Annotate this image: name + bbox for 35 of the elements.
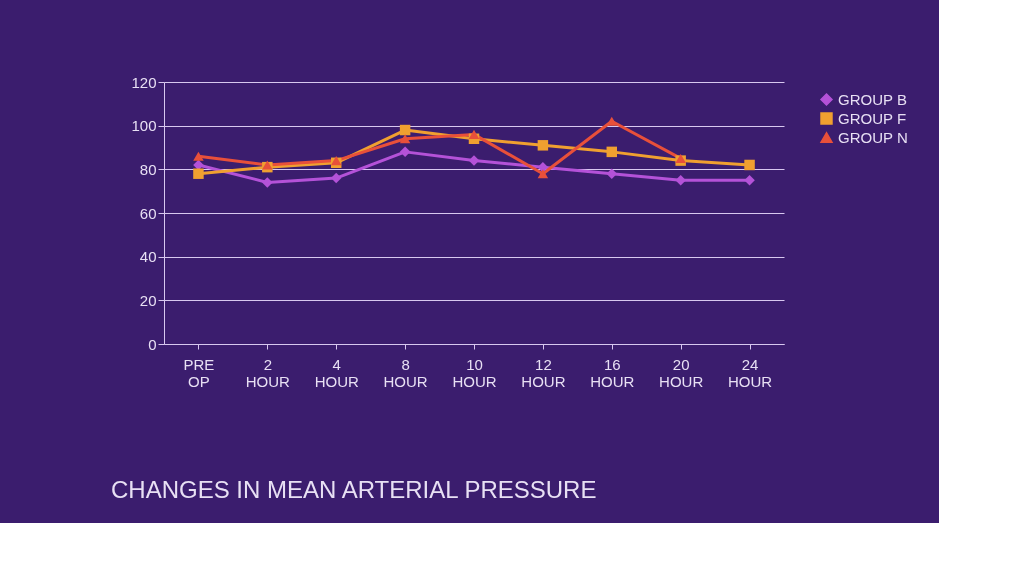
- x-tick-label: 12 HOUR: [521, 355, 566, 390]
- point: [468, 129, 480, 139]
- point: [399, 124, 411, 136]
- point: [537, 161, 549, 173]
- y-tick-label: 120: [131, 73, 157, 91]
- legend-label: GROUP N: [838, 128, 908, 146]
- y-tick-label: 20: [139, 291, 157, 309]
- x-tick-label: 20 HOUR: [659, 355, 704, 390]
- y-tick-label: 80: [139, 160, 157, 178]
- point: [744, 159, 755, 171]
- x-tick-label: 8 HOUR: [383, 355, 428, 390]
- point: [606, 146, 618, 158]
- x-tick-label: PRE OP: [183, 355, 215, 390]
- point: [399, 146, 411, 158]
- y-tick-label: 60: [139, 204, 157, 222]
- point: [399, 134, 411, 144]
- point: [262, 177, 273, 188]
- y-tick-label: 100: [131, 117, 157, 135]
- x-tick-label: 24 HOUR: [727, 355, 773, 390]
- point: [675, 175, 686, 186]
- x-tick-label: 10 HOUR: [452, 355, 497, 390]
- point: [468, 155, 480, 166]
- point: [744, 175, 755, 186]
- point: [193, 168, 204, 179]
- y-tick-label: 0: [148, 335, 157, 353]
- text: CHANGES IN MEAN ARTERIAL PRESSURE: [110, 476, 597, 503]
- point: [193, 151, 204, 161]
- point: [537, 169, 549, 179]
- y-tick-label: 40: [139, 248, 157, 266]
- legend-label: GROUP F: [838, 109, 907, 127]
- point: [537, 140, 549, 151]
- x-tick-label: 2 HOUR: [245, 355, 291, 390]
- x-tick-label: 4 HOUR: [314, 355, 359, 390]
- x-tick-label: 16 HOUR: [590, 355, 635, 390]
- legend-label: GROUP B: [838, 90, 907, 108]
